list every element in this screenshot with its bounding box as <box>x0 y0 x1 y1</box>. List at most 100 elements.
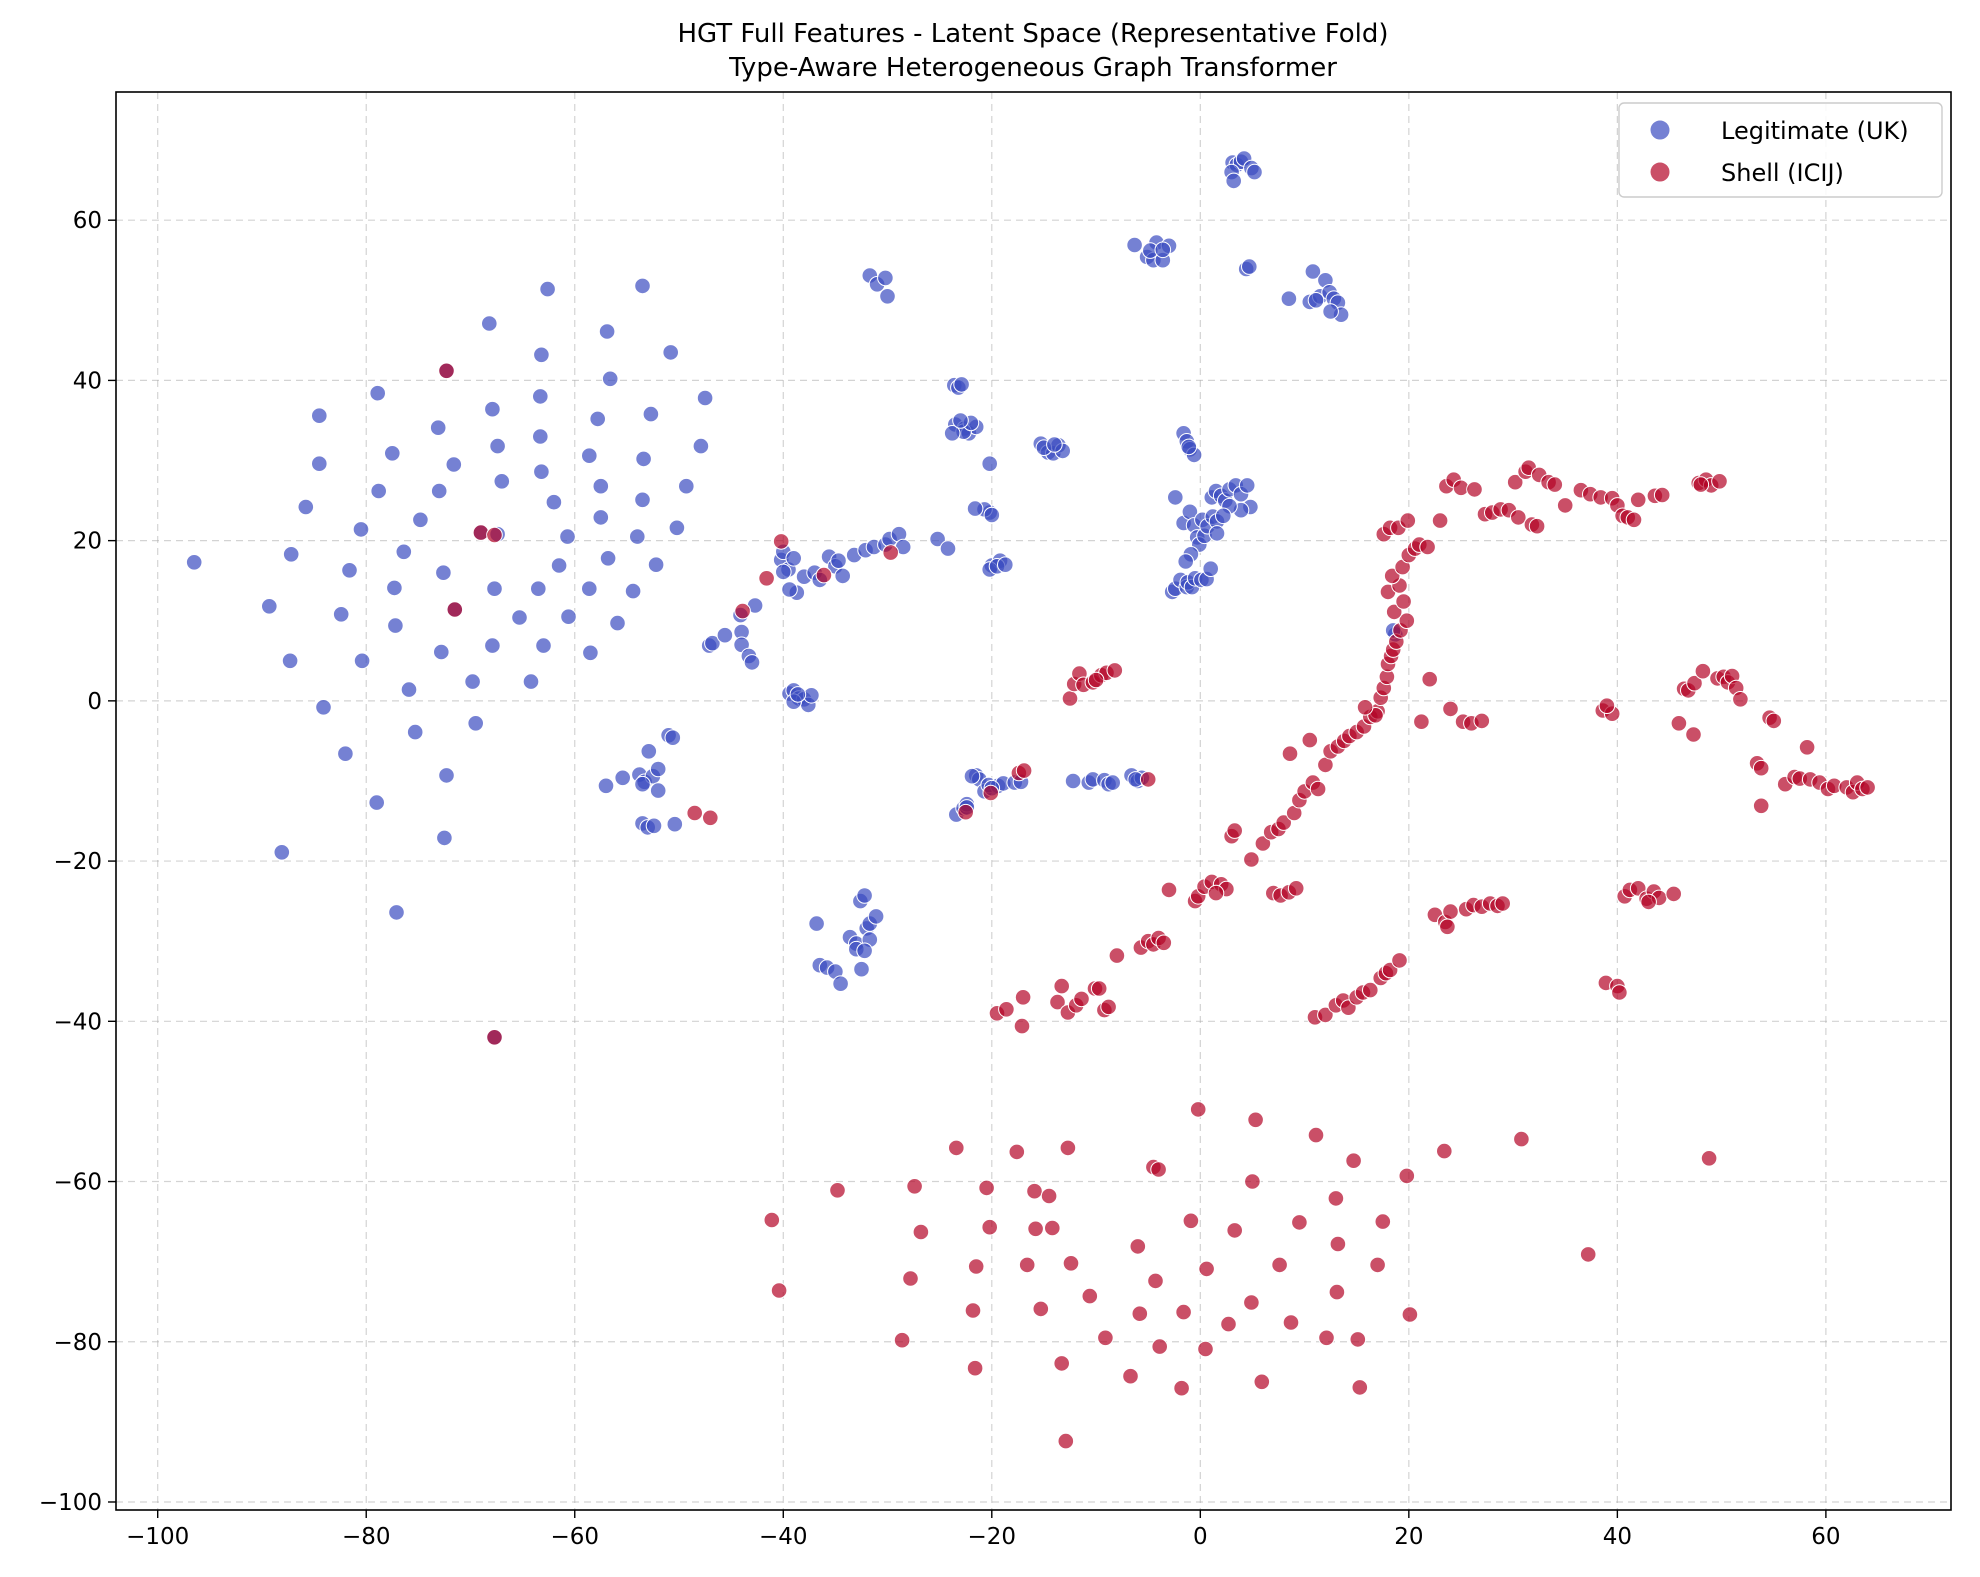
data-point <box>1349 1331 1367 1348</box>
data-point <box>775 563 792 581</box>
data-point <box>1385 603 1403 621</box>
data-point <box>642 405 660 423</box>
data-point <box>1154 241 1172 259</box>
data-point <box>493 473 511 490</box>
y-tick-label: −80 <box>53 1330 102 1356</box>
data-point <box>702 809 719 827</box>
data-point <box>1087 671 1105 689</box>
data-point <box>912 1223 930 1241</box>
data-point <box>629 528 646 545</box>
data-point <box>435 564 452 582</box>
data-point <box>560 608 577 626</box>
data-point <box>906 1178 923 1195</box>
data-point <box>486 1029 503 1046</box>
data-point <box>1226 1222 1243 1239</box>
data-point <box>1413 713 1430 731</box>
data-point <box>1244 1173 1261 1190</box>
data-point <box>1307 292 1325 309</box>
data-point <box>981 1218 999 1236</box>
data-point <box>1106 662 1124 679</box>
data-point <box>1281 745 1299 763</box>
data-point <box>592 509 610 526</box>
data-point <box>464 673 481 690</box>
data-point <box>1015 762 1033 779</box>
data-point <box>1798 739 1816 756</box>
data-point <box>952 412 969 429</box>
data-point <box>1692 476 1710 493</box>
data-point <box>1040 1187 1058 1205</box>
data-point <box>815 566 833 584</box>
data-point <box>856 887 873 904</box>
data-point <box>1398 612 1416 630</box>
data-point <box>535 637 552 654</box>
data-point <box>1275 814 1292 831</box>
x-tick-label: −20 <box>968 1524 1017 1550</box>
data-point <box>743 654 761 671</box>
data-point <box>341 562 358 579</box>
data-point <box>1765 712 1783 730</box>
data-point <box>1061 690 1079 707</box>
data-point <box>1307 1126 1325 1144</box>
data-point <box>1246 163 1263 181</box>
data-point <box>640 743 658 760</box>
data-point <box>368 794 386 811</box>
data-point <box>953 376 970 393</box>
data-point <box>1180 438 1198 456</box>
data-point <box>1126 236 1143 254</box>
x-tick-label: 0 <box>1193 1524 1208 1550</box>
data-point <box>1327 1190 1345 1207</box>
data-point <box>877 269 894 287</box>
data-point <box>1100 998 1117 1016</box>
data-point <box>581 447 598 465</box>
series-legitimate <box>185 150 1404 1046</box>
data-point <box>1271 1256 1288 1274</box>
data-point <box>467 715 485 732</box>
data-point <box>1401 1306 1419 1323</box>
data-point <box>1653 486 1671 504</box>
data-point <box>486 526 503 544</box>
data-point <box>601 370 619 388</box>
data-point <box>982 784 1000 802</box>
data-point <box>1328 1283 1346 1301</box>
data-point <box>1049 993 1066 1011</box>
data-point <box>1301 731 1319 749</box>
data-point <box>1711 473 1728 490</box>
data-point <box>297 498 315 516</box>
data-point <box>1155 934 1173 952</box>
data-point <box>1598 697 1616 715</box>
data-point <box>481 315 498 332</box>
data-point <box>436 829 453 847</box>
data-point <box>649 782 667 799</box>
data-point <box>635 450 652 468</box>
data-point <box>624 582 642 600</box>
data-point <box>1318 1329 1335 1347</box>
data-point <box>1062 1255 1080 1272</box>
data-point <box>1322 303 1339 320</box>
data-point <box>1198 1260 1215 1278</box>
y-tick-label: −100 <box>39 1490 102 1516</box>
chart-subtitle: Type-Aware Heterogeneous Graph Transform… <box>728 53 1337 83</box>
data-point <box>893 1331 911 1349</box>
data-point <box>1175 1303 1192 1321</box>
data-point <box>662 344 680 361</box>
data-point <box>387 617 404 634</box>
x-tick-label: 40 <box>1603 1524 1632 1550</box>
data-point <box>808 915 825 932</box>
data-point <box>966 500 984 517</box>
data-point <box>692 437 710 455</box>
data-point <box>964 1302 982 1319</box>
data-point <box>1208 525 1226 542</box>
data-point <box>282 546 300 563</box>
y-tick-label: 60 <box>73 208 102 234</box>
data-point <box>1419 538 1436 556</box>
data-point <box>1665 885 1682 903</box>
data-point <box>1018 1256 1036 1274</box>
data-point <box>1104 774 1121 791</box>
data-point <box>1317 1006 1334 1024</box>
data-point <box>370 482 388 500</box>
data-point <box>1139 771 1157 788</box>
data-point <box>678 477 695 495</box>
axis-ticks: −100 −80 −60 −40 −20 0 20 40 60 60 40 20 0 −20 −40 −60 −… <box>39 208 1841 1550</box>
data-point <box>997 556 1014 574</box>
data-point <box>609 614 626 632</box>
